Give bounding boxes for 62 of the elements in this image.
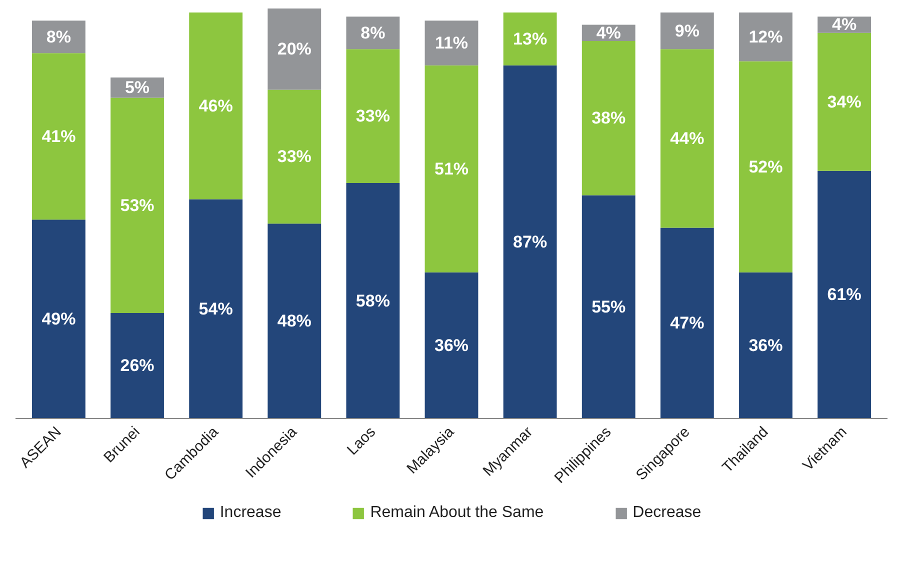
data-label: 11% xyxy=(434,34,468,53)
data-label: 87% xyxy=(513,232,548,252)
data-label: 44% xyxy=(670,128,704,148)
data-label: 51% xyxy=(434,159,469,178)
data-label: 33% xyxy=(356,106,390,126)
bar xyxy=(739,272,792,418)
bar xyxy=(660,12,714,50)
data-label: 58% xyxy=(356,291,390,310)
legend-label: Decrease xyxy=(632,504,702,522)
data-label: 46% xyxy=(198,96,233,116)
bar xyxy=(818,32,872,171)
bar xyxy=(189,199,243,418)
bar xyxy=(739,12,792,62)
bar xyxy=(582,195,636,418)
bar xyxy=(582,40,636,196)
bar xyxy=(503,12,557,66)
bar xyxy=(32,20,86,54)
bar xyxy=(346,183,400,418)
data-label: 41% xyxy=(42,126,76,146)
bar xyxy=(268,8,322,90)
data-label: 49% xyxy=(42,310,76,329)
bar xyxy=(660,49,714,228)
bar xyxy=(424,20,478,66)
data-label: 53% xyxy=(120,196,154,215)
bar xyxy=(346,16,400,50)
bar xyxy=(268,90,322,224)
bar xyxy=(660,228,714,418)
data-label: 36% xyxy=(434,336,469,355)
data-label: 54% xyxy=(198,299,233,318)
bar xyxy=(503,65,557,418)
bar xyxy=(346,49,400,184)
legend-label: Remain About the Same xyxy=(370,504,544,522)
data-label: 61% xyxy=(827,285,862,304)
data-label: 4% xyxy=(596,23,621,42)
data-label: 9% xyxy=(674,21,700,40)
bar xyxy=(110,98,164,313)
data-label: 20% xyxy=(277,40,312,59)
bar xyxy=(32,220,86,418)
bar xyxy=(189,12,243,200)
data-label: 4% xyxy=(832,15,857,34)
bar xyxy=(818,170,872,418)
data-label: 48% xyxy=(277,312,312,331)
legend-label: Increase xyxy=(220,504,282,522)
data-label: 12% xyxy=(748,27,783,46)
bar xyxy=(268,224,322,418)
data-label: 13% xyxy=(513,29,548,48)
data-label: 8% xyxy=(46,27,71,46)
bar xyxy=(32,53,86,220)
data-label: 38% xyxy=(592,108,626,128)
data-label: 34% xyxy=(827,92,862,112)
data-label: 26% xyxy=(120,356,154,376)
data-label: 36% xyxy=(748,336,783,355)
data-label: 8% xyxy=(360,23,386,42)
bar xyxy=(424,65,478,272)
bar xyxy=(110,312,164,418)
data-label: 55% xyxy=(592,297,626,316)
bar xyxy=(424,272,478,418)
data-label: 33% xyxy=(277,147,312,166)
data-label: 52% xyxy=(748,157,783,176)
bar xyxy=(739,61,792,272)
data-label: 5% xyxy=(124,78,150,98)
data-label: 47% xyxy=(670,314,704,333)
